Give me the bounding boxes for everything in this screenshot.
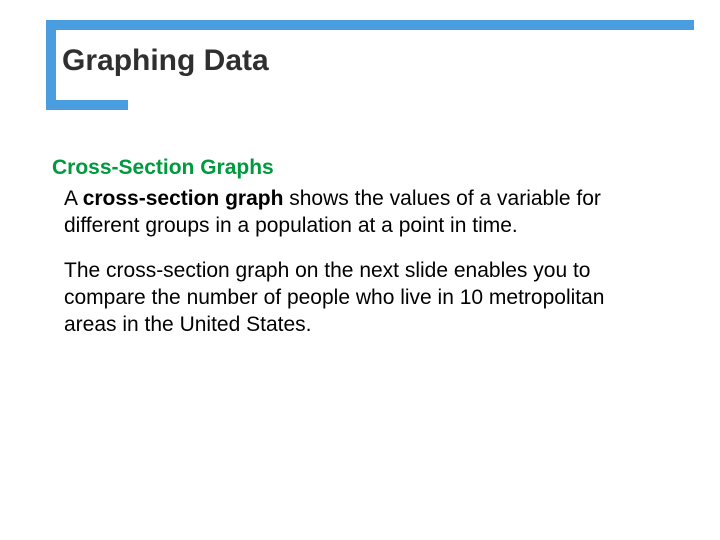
body-paragraph-1: A cross-section graph shows the values o… [64,186,660,240]
page-title: Graphing Data [62,44,269,78]
slide: Graphing Data Cross-Section Graphs A cro… [0,0,720,540]
body-paragraph-2: The cross-section graph on the next slid… [64,258,660,339]
para1-lead: A [64,187,83,210]
title-frame-top-bar [46,20,694,30]
section-heading: Cross-Section Graphs [52,156,274,180]
para1-bold-term: cross-section graph [83,187,284,210]
title-frame-bottom-bar [46,100,128,110]
title-frame-left-bar [46,20,56,110]
